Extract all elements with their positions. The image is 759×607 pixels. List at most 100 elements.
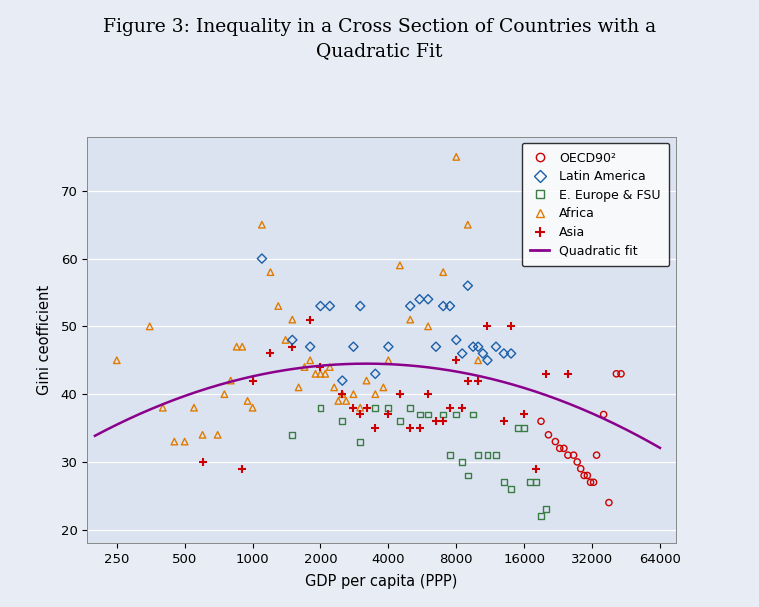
Point xyxy=(168,437,181,447)
Point xyxy=(394,389,406,399)
Point xyxy=(328,382,340,392)
Point xyxy=(461,376,474,385)
Point xyxy=(394,260,406,270)
Point xyxy=(369,369,381,379)
Point xyxy=(422,322,434,331)
Point xyxy=(212,430,224,439)
Point xyxy=(578,470,591,480)
Point xyxy=(256,220,268,229)
Point xyxy=(219,389,231,399)
Point xyxy=(505,322,517,331)
Point xyxy=(498,416,510,426)
Point xyxy=(324,301,336,311)
Legend: OECD90², Latin America, E. Europe & FSU, Africa, Asia, Quadratic fit: OECD90², Latin America, E. Europe & FSU,… xyxy=(521,143,669,266)
Point xyxy=(562,369,574,379)
Point xyxy=(512,423,524,433)
Point xyxy=(143,322,156,331)
Point xyxy=(336,376,348,385)
Point xyxy=(197,430,209,439)
Point xyxy=(477,348,489,358)
Point xyxy=(597,410,609,419)
Point xyxy=(298,362,310,372)
Point xyxy=(456,457,468,467)
Point xyxy=(369,403,381,413)
Point xyxy=(472,450,484,460)
Point xyxy=(414,294,426,304)
Point xyxy=(178,437,191,447)
Point xyxy=(472,356,484,365)
Point xyxy=(369,423,381,433)
Point xyxy=(498,348,510,358)
Point xyxy=(467,410,479,419)
Point xyxy=(481,322,493,331)
Point xyxy=(304,356,317,365)
Point xyxy=(336,389,348,399)
Point xyxy=(535,416,547,426)
Point xyxy=(518,423,531,433)
Point xyxy=(610,369,622,379)
Point xyxy=(550,437,562,447)
Point xyxy=(461,470,474,480)
Point xyxy=(450,356,462,365)
Point xyxy=(456,348,468,358)
Point xyxy=(336,389,348,399)
Point xyxy=(568,450,580,460)
Point xyxy=(286,430,298,439)
Point xyxy=(543,430,555,439)
Point xyxy=(361,376,373,385)
Point xyxy=(286,342,298,351)
Point xyxy=(575,464,587,473)
Point xyxy=(467,342,479,351)
Point xyxy=(279,335,291,345)
Point xyxy=(225,376,237,385)
Point xyxy=(404,301,416,311)
Point xyxy=(437,301,449,311)
Point xyxy=(444,403,456,413)
Point xyxy=(558,444,570,453)
Point xyxy=(524,477,536,487)
Point xyxy=(581,470,594,480)
Point xyxy=(336,416,348,426)
Point xyxy=(304,314,317,324)
Point xyxy=(505,484,517,494)
Point xyxy=(461,281,474,291)
Point xyxy=(430,416,442,426)
Point xyxy=(437,410,449,419)
Point xyxy=(348,403,360,413)
Point xyxy=(615,369,627,379)
Point xyxy=(247,403,259,413)
Point xyxy=(231,342,243,351)
Point xyxy=(188,403,200,413)
Text: Figure 3: Inequality in a Cross Section of Countries with a
Quadratic Fit: Figure 3: Inequality in a Cross Section … xyxy=(103,18,656,60)
Point xyxy=(354,410,367,419)
Point xyxy=(437,416,449,426)
Point xyxy=(450,152,462,161)
Point xyxy=(490,342,502,351)
Point xyxy=(111,356,123,365)
Point xyxy=(264,348,276,358)
Point xyxy=(157,403,169,413)
Point xyxy=(591,450,603,460)
Point xyxy=(292,382,304,392)
Point xyxy=(256,254,268,263)
Point xyxy=(414,410,426,419)
Point xyxy=(422,294,434,304)
Point xyxy=(430,342,442,351)
Point xyxy=(236,342,248,351)
Point xyxy=(530,477,542,487)
Point xyxy=(348,389,360,399)
Point xyxy=(587,477,600,487)
Point xyxy=(324,362,336,372)
Point xyxy=(472,376,484,385)
Point xyxy=(422,410,434,419)
Point xyxy=(498,477,510,487)
Point xyxy=(461,220,474,229)
Point xyxy=(414,423,426,433)
Point xyxy=(603,498,615,507)
Point xyxy=(404,403,416,413)
Point xyxy=(584,477,597,487)
Point xyxy=(241,396,254,405)
Point xyxy=(310,369,322,379)
X-axis label: GDP per capita (PPP): GDP per capita (PPP) xyxy=(305,574,458,589)
Point xyxy=(481,450,493,460)
